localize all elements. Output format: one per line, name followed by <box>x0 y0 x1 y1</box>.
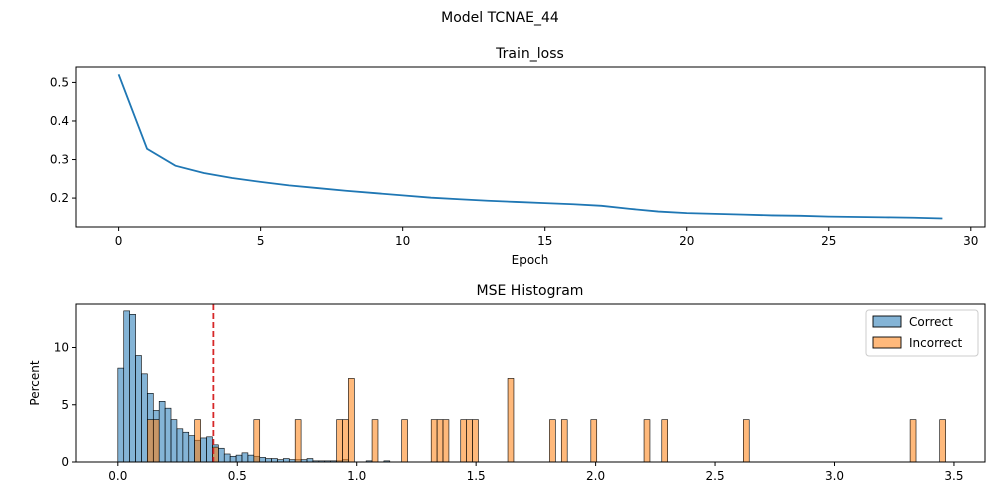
train-loss-y-tick-label: 0.2 <box>50 191 69 205</box>
histogram-bar-incorrect <box>549 419 556 463</box>
histogram-bar-correct <box>188 435 195 463</box>
mse-histogram-x-tick-label: 2.5 <box>706 469 725 483</box>
mse-histogram-x-tick-label: 0.5 <box>228 469 247 483</box>
histogram-bar-correct <box>265 458 272 463</box>
histogram-bar-correct <box>176 428 184 463</box>
histogram-bar-incorrect <box>436 419 444 463</box>
histogram-bar-correct <box>129 314 136 463</box>
histogram-bar-correct <box>182 431 190 463</box>
histogram-bar-incorrect <box>909 419 917 463</box>
mse-histogram-title: MSE Histogram <box>477 283 584 299</box>
histogram-bar-incorrect <box>294 419 302 463</box>
figure-title: Model TCNAE_44 <box>441 10 559 26</box>
train-loss-axes-frame <box>75 66 986 228</box>
histogram-bar-incorrect <box>147 419 154 463</box>
histogram-bar-incorrect <box>590 419 598 463</box>
histogram-bar-correct <box>283 458 290 463</box>
mse-histogram-x-tick-label: 3.5 <box>944 469 963 483</box>
histogram-bar-correct <box>123 310 130 463</box>
mse-histogram-x-tick-label: 0.0 <box>108 469 127 483</box>
train-loss-x-tick-label: 5 <box>257 234 265 248</box>
train-loss-y-tick-label: 0.5 <box>50 75 69 89</box>
mse-histogram-x-tick-label: 1.0 <box>347 469 366 483</box>
histogram-bar-correct <box>141 373 148 463</box>
histogram-bar-incorrect <box>371 419 379 463</box>
histogram-bar-incorrect <box>560 419 568 463</box>
histogram-bar-correct <box>247 454 255 463</box>
histogram-bar-correct <box>271 458 278 463</box>
train-loss-series-line <box>117 74 943 220</box>
train-loss-x-tick-label: 20 <box>679 234 694 248</box>
histogram-bar-correct <box>206 436 213 463</box>
mse-histogram-x-tick-label: 2.0 <box>586 469 605 483</box>
mse-histogram-y-tick-label: 5 <box>61 398 69 412</box>
histogram-bar-correct <box>241 452 249 463</box>
histogram-bar-correct <box>164 407 172 463</box>
legend-label-incorrect: Incorrect <box>909 336 962 350</box>
train-loss-x-label: Epoch <box>512 253 549 267</box>
mse-histogram-x-tick-label: 3.0 <box>825 469 844 483</box>
histogram-bar-incorrect <box>466 419 473 463</box>
mse-histogram-x-tick-label: 1.5 <box>467 469 486 483</box>
train-loss-y-tick-label: 0.3 <box>50 153 69 167</box>
mse-histogram-y-tick-label: 10 <box>54 341 69 355</box>
mse-histogram-axes-frame <box>75 303 986 463</box>
histogram-bar-correct <box>229 455 237 463</box>
histogram-bar-incorrect <box>194 419 201 463</box>
mse-histogram-y-label: Percent <box>28 360 42 405</box>
train-loss-x-tick-label: 10 <box>395 234 410 248</box>
mse-histogram-chart: MSE Histogram 0.0 0.5 1.0 1.5 2.0 2.5 3.0 3.5 0 5… <box>28 283 986 483</box>
histogram-bar-incorrect <box>342 419 349 463</box>
histogram-bar-incorrect <box>401 419 408 463</box>
histogram-bar-correct <box>135 355 142 463</box>
legend-swatch-incorrect <box>872 336 902 349</box>
histogram-bar-incorrect <box>348 378 355 463</box>
train-loss-ticks: 0 5 10 15 20 25 30 0.2 0.3 0.4 0.5 <box>50 75 979 248</box>
train-loss-plot-area <box>117 74 943 220</box>
mse-histogram-bars <box>117 310 946 463</box>
histogram-bar-correct <box>218 447 225 463</box>
train-loss-x-tick-label: 0 <box>115 234 123 248</box>
histogram-bar-incorrect <box>336 419 343 463</box>
histogram-bar-correct <box>170 419 178 463</box>
legend-label-correct: Correct <box>909 315 953 329</box>
legend-swatch-correct <box>872 315 902 328</box>
train-loss-title: Train_loss <box>495 46 564 62</box>
histogram-bar-correct <box>223 453 231 463</box>
histogram-bar-correct <box>259 457 266 463</box>
histogram-bar-incorrect <box>643 419 651 463</box>
train-loss-x-tick-label: 25 <box>821 234 836 248</box>
histogram-bar-incorrect <box>430 419 438 463</box>
histogram-bar-incorrect <box>460 419 467 463</box>
histogram-bar-incorrect <box>939 419 946 463</box>
histogram-bar-incorrect <box>472 419 479 463</box>
histogram-bar-incorrect <box>152 419 160 463</box>
histogram-bar-incorrect <box>442 419 450 463</box>
train-loss-chart: Train_loss 0 5 10 15 20 25 30 0.2 0.3 0.4 0.5 Epoc… <box>50 46 986 267</box>
train-loss-y-tick-label: 0.4 <box>50 114 69 128</box>
histogram-bar-incorrect <box>253 419 261 463</box>
histogram-bar-correct <box>117 367 125 463</box>
train-loss-x-tick-label: 30 <box>963 234 978 248</box>
legend: Correct Incorrect <box>865 309 979 357</box>
histogram-bar-correct <box>200 437 207 463</box>
histogram-bar-correct <box>158 401 166 463</box>
train-loss-x-tick-label: 15 <box>537 234 552 248</box>
mse-histogram-ticks: 0.0 0.5 1.0 1.5 2.0 2.5 3.0 3.5 0 5 10 <box>54 341 964 483</box>
histogram-bar-incorrect <box>661 419 668 463</box>
mse-histogram-y-tick-label: 0 <box>61 455 69 469</box>
histogram-bar-incorrect <box>743 419 750 463</box>
histogram-bar-incorrect <box>507 378 515 463</box>
histogram-bar-correct <box>306 458 314 463</box>
histogram-bar-correct <box>235 454 243 463</box>
